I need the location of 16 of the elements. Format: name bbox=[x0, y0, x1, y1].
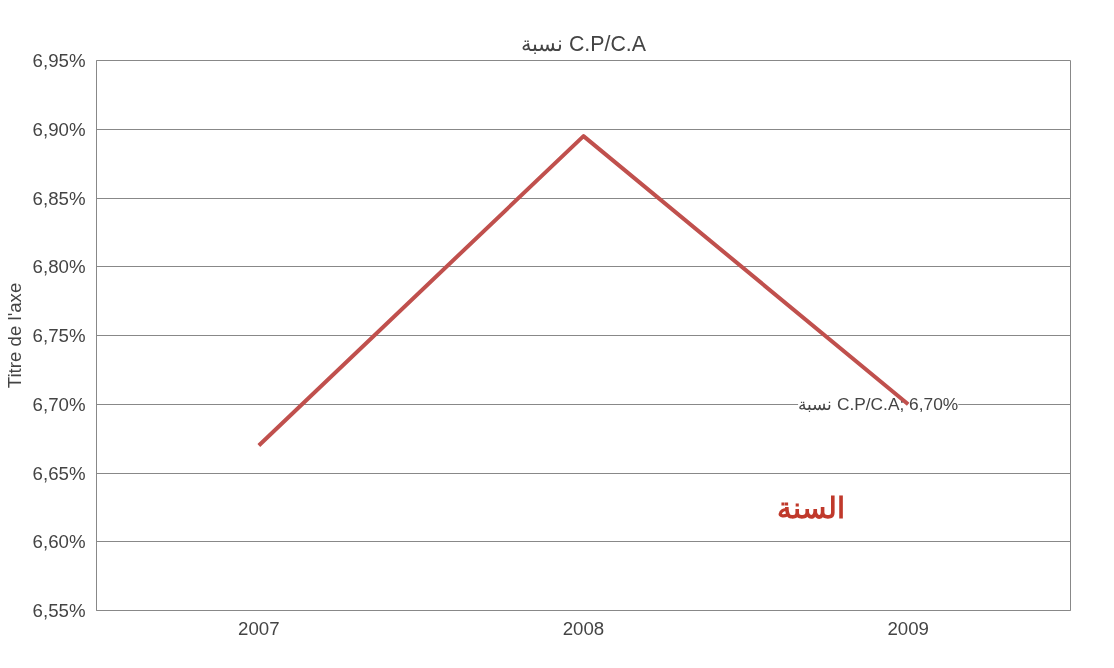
x-tick-label: 2008 bbox=[562, 617, 605, 639]
x-tick-label: 2007 bbox=[238, 617, 280, 639]
y-tick-label: 6,80% bbox=[32, 256, 86, 278]
y-tick-label: 6,75% bbox=[32, 325, 86, 346]
x-tick-label: 2009 bbox=[887, 617, 929, 639]
y-tick-label: 6,60% bbox=[32, 531, 86, 553]
y-tick-label: 6,90% bbox=[32, 118, 86, 140]
x-axis-title: السنة bbox=[776, 490, 845, 524]
y-tick-label: 6,70% bbox=[32, 393, 86, 415]
data-label: نسبة C.P/C.A; 6,70% bbox=[798, 394, 959, 415]
y-tick-label: 6,55% bbox=[32, 600, 86, 621]
y-tick-label: 6,65% bbox=[32, 462, 86, 484]
y-tick-label: 6,95% bbox=[32, 50, 86, 71]
y-tick-label: 6,85% bbox=[32, 187, 86, 209]
y-axis-title: Titre de l'axe bbox=[3, 282, 25, 389]
chart-title: نسبة C.P/C.A bbox=[521, 31, 647, 56]
